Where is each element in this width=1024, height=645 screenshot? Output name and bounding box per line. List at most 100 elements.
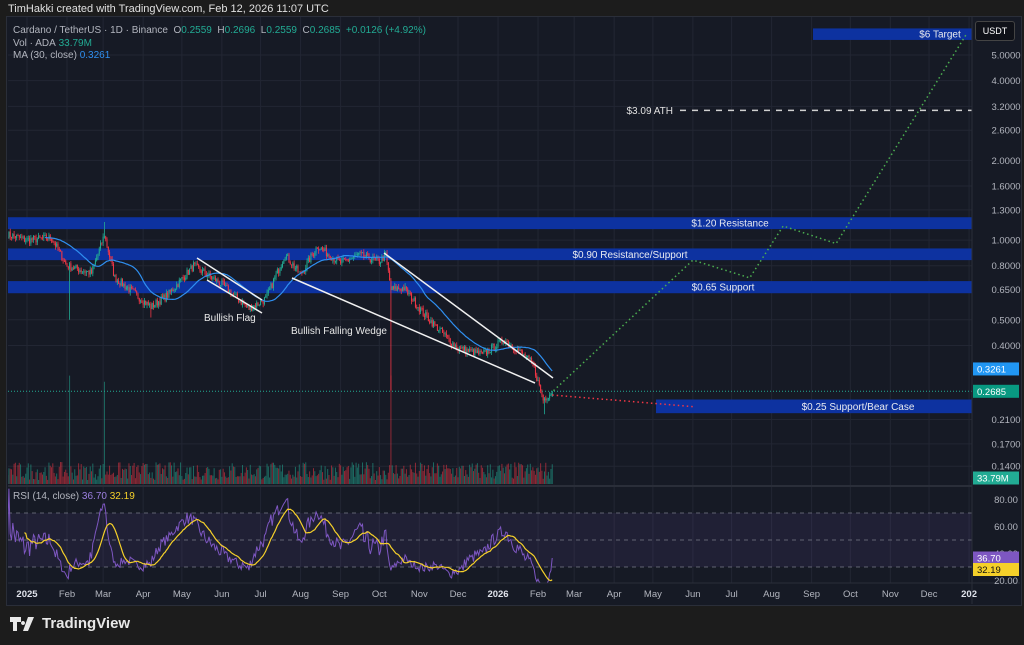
candle-body — [272, 279, 274, 289]
currency-button[interactable]: USDT — [975, 21, 1015, 41]
volume-bar — [243, 476, 245, 484]
candle-body — [374, 258, 376, 259]
candle-body — [239, 301, 241, 303]
candle-body — [103, 236, 105, 238]
volume-bar — [96, 479, 98, 484]
volume-bar — [333, 475, 335, 484]
rsi-ma-value: 32.19 — [109, 491, 135, 502]
volume-bar — [540, 463, 542, 484]
ma-label: MA (30, close) — [13, 50, 77, 61]
candle-body — [414, 297, 416, 308]
volume-bar — [430, 476, 432, 484]
candle-body — [300, 271, 302, 273]
candle-body — [506, 341, 508, 342]
volume-bar — [131, 475, 133, 484]
pattern-label: Bullish Flag — [204, 313, 256, 324]
volume-bar — [523, 477, 525, 484]
candle-body — [271, 283, 273, 289]
volume-bar — [75, 475, 77, 484]
volume-bar — [53, 472, 55, 484]
volume-bar — [101, 478, 103, 484]
candle-body — [403, 287, 405, 291]
volume-bar — [516, 476, 518, 484]
time-axis-tick: 2025 — [16, 589, 38, 600]
candle-body — [371, 260, 373, 263]
pattern-trendline — [206, 279, 263, 314]
candle-body — [328, 254, 330, 256]
volume-bar — [349, 478, 351, 484]
volume-bar — [452, 468, 454, 484]
volume-bar — [70, 466, 72, 484]
volume-bar — [510, 463, 512, 484]
volume-bar — [57, 479, 59, 484]
volume-bar — [346, 467, 348, 484]
candle-body — [248, 305, 250, 310]
candle-body — [40, 237, 42, 239]
candle-body — [278, 269, 280, 274]
volume-bar — [231, 463, 233, 484]
candle-body — [336, 256, 338, 262]
volume-bar — [154, 479, 156, 484]
candle-body — [436, 324, 438, 331]
volume-bar — [106, 471, 108, 484]
volume-bar — [479, 478, 481, 484]
volume-bar — [156, 464, 158, 484]
candle-body — [191, 265, 193, 272]
volume-bar — [234, 467, 236, 484]
volume-bar — [343, 471, 345, 484]
volume-bar — [168, 462, 170, 484]
volume-bar — [350, 467, 352, 484]
volume-bar — [160, 474, 162, 484]
volume-bar — [284, 474, 286, 484]
candle-body — [98, 248, 100, 254]
candle-body — [260, 300, 262, 305]
volume-bar — [162, 468, 164, 484]
volume-bar — [180, 462, 182, 484]
candle-body — [58, 248, 60, 250]
symbol-name[interactable]: Cardano / TetherUS · 1D · Binance — [13, 25, 168, 36]
volume-bar — [456, 467, 458, 484]
volume-bar — [211, 475, 213, 484]
volume-bar — [551, 464, 553, 484]
volume-legend[interactable]: Vol · ADA 33.79M — [13, 38, 92, 49]
candle-body — [463, 346, 465, 352]
candle-body — [478, 350, 480, 355]
volume-bar — [306, 473, 308, 484]
candle-body — [150, 304, 152, 309]
candle-body — [63, 260, 65, 262]
candle-body — [409, 293, 411, 294]
pattern-label: Bullish Falling Wedge — [291, 326, 387, 337]
candle-body — [114, 275, 116, 277]
volume-bar — [30, 464, 32, 484]
volume-bar — [404, 473, 406, 484]
volume-bar — [66, 472, 68, 484]
candle-body — [96, 257, 98, 261]
volume-bar — [185, 472, 187, 484]
candle-body — [169, 289, 171, 292]
chart-credit: TimHakki created with TradingView.com, F… — [8, 3, 329, 15]
candle-body — [543, 398, 545, 401]
ma-legend[interactable]: MA (30, close) 0.3261 — [13, 50, 110, 61]
rsi-legend[interactable]: RSI (14, close) 36.70 32.19 — [13, 491, 135, 502]
volume-bar — [307, 477, 309, 484]
rsi-axis-tick: 60.00 — [994, 522, 1018, 533]
volume-bar — [524, 471, 526, 484]
volume-bar — [338, 463, 340, 484]
candle-body — [524, 354, 526, 358]
candle-body — [155, 300, 157, 306]
volume-bar — [143, 464, 145, 484]
chart-frame — [6, 16, 1022, 606]
candle-body — [439, 328, 441, 331]
candle-body — [351, 257, 353, 259]
candle-body — [9, 231, 11, 237]
candle-body — [482, 351, 484, 353]
price-axis-tick: 1.0000 — [991, 236, 1020, 247]
candle-body — [240, 301, 242, 305]
volume-bar — [543, 471, 545, 484]
candle-body — [542, 394, 544, 401]
volume-value: 33.79M — [58, 38, 92, 49]
candle-body — [325, 247, 327, 257]
candle-body — [187, 269, 189, 275]
volume-bar — [9, 468, 11, 484]
